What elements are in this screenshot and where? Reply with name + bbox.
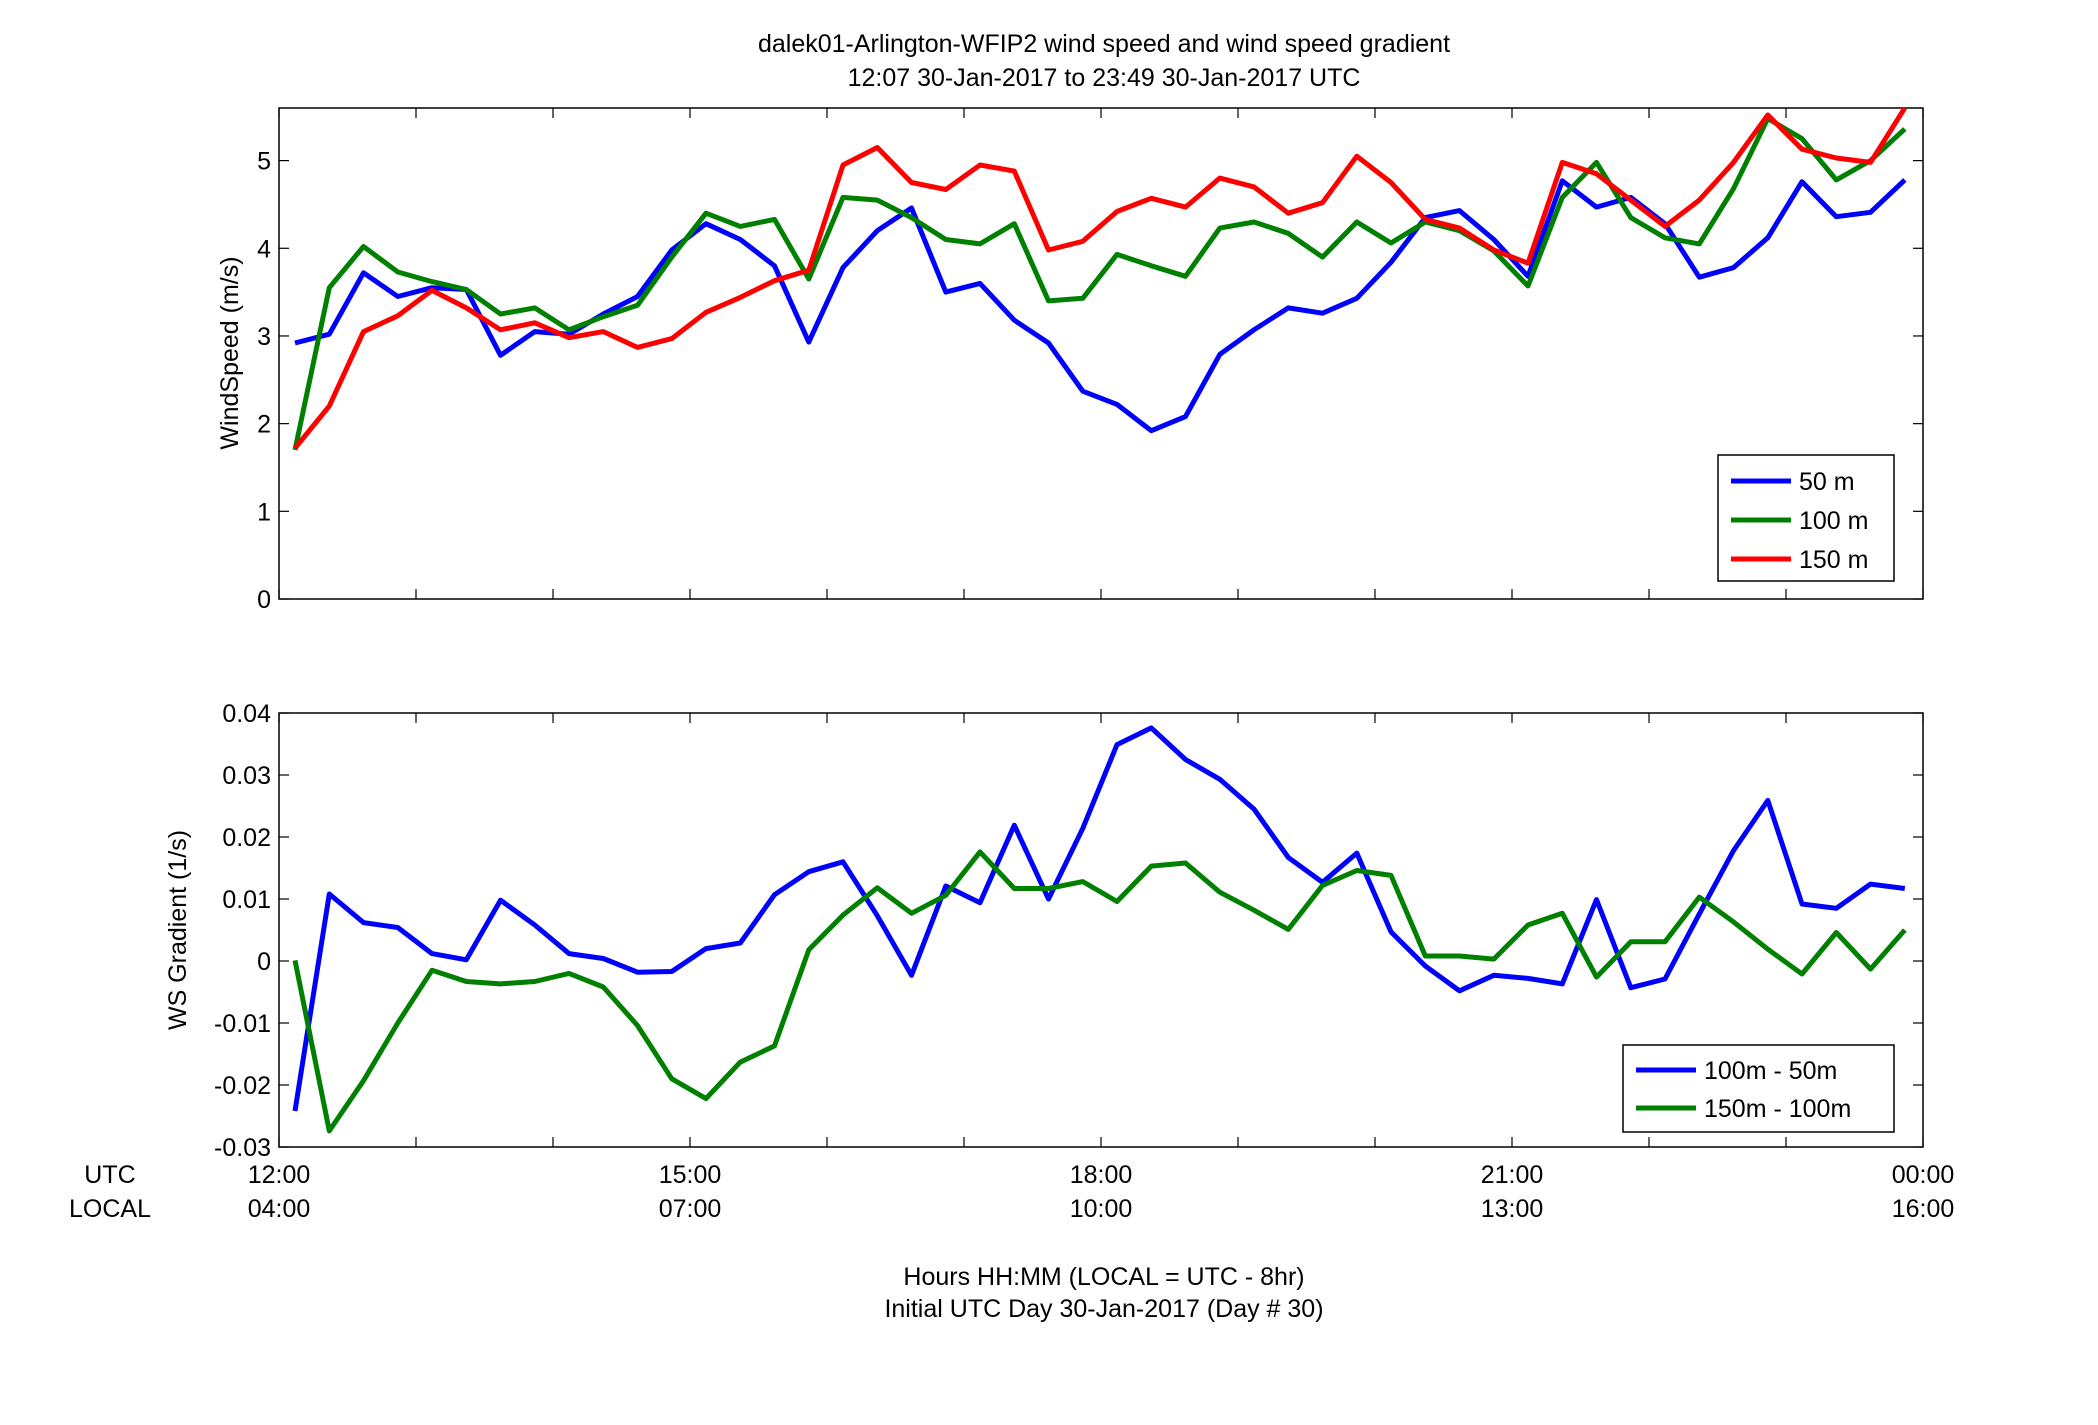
x-axis-label-line2: Initial UTC Day 30-Jan-2017 (Day # 30) — [884, 1295, 1323, 1323]
gradient-ytick-label: -0.01 — [214, 1010, 271, 1038]
x-tick-label-utc: 15:00 — [659, 1161, 722, 1189]
chart-title-line2: 12:07 30-Jan-2017 to 23:49 30-Jan-2017 U… — [848, 64, 1361, 92]
windspeed-ytick-label: 4 — [257, 235, 271, 263]
x-tick-label-utc: 00:00 — [1892, 1161, 1955, 1189]
gradient-series-line-1 — [292, 849, 1907, 1134]
gradient-ytick-label: 0 — [257, 948, 271, 976]
windspeed-plot: 0 1 2 3 4 5 WindSpeed (m/s) 50 m 100 m 150 m — [216, 106, 1924, 614]
gradient-ytick-label: 0.02 — [222, 824, 271, 852]
legend-label-150m-100m: 150m - 100m — [1704, 1095, 1851, 1123]
x-tick-label-local: 04:00 — [248, 1195, 311, 1223]
gradient-series-line-0 — [292, 725, 1906, 1112]
x-axis-label-line1: Hours HH:MM (LOCAL = UTC - 8hr) — [903, 1263, 1304, 1291]
x-tick-label-utc: 18:00 — [1070, 1161, 1133, 1189]
legend-label-150m: 150 m — [1799, 546, 1868, 574]
windspeed-ytick-label: 3 — [257, 323, 271, 351]
x-tick-label-local: 07:00 — [659, 1195, 722, 1223]
gradient-y-axis-label: WS Gradient (1/s) — [164, 830, 192, 1030]
gradient-ytick-label: 0.01 — [222, 886, 271, 914]
x-tick-label-local: 13:00 — [1481, 1195, 1544, 1223]
x-tick-label-local: 10:00 — [1070, 1195, 1133, 1223]
windspeed-y-axis-label: WindSpeed (m/s) — [216, 256, 244, 449]
gradient-series — [292, 725, 1907, 1134]
gradient-ytick-label: 0.03 — [222, 762, 271, 790]
windspeed-legend: 50 m 100 m 150 m — [1717, 454, 1895, 582]
chart-title-line1: dalek01-Arlington-WFIP2 wind speed and w… — [758, 30, 1450, 58]
legend-label-50m: 50 m — [1799, 468, 1855, 496]
x-tick-label-utc: 21:00 — [1481, 1161, 1544, 1189]
gradient-ytick-label: 0.04 — [222, 700, 271, 728]
gradient-plot: -0.03 -0.02 -0.01 0 0.01 0.02 0.03 0.04 WS Grad… — [164, 700, 1924, 1162]
gradient-ticks: -0.03 -0.02 -0.01 0 0.01 0.02 0.03 0.04 — [214, 700, 1924, 1162]
windspeed-series-line-1 — [292, 116, 1907, 451]
windspeed-series — [292, 106, 1907, 451]
windspeed-ytick-label: 2 — [257, 411, 271, 439]
gradient-legend: 100m - 50m 150m - 100m — [1622, 1044, 1895, 1133]
x-tick-labels: 12:00 04:00 15:00 07:00 18:00 10:00 21:00 13:00… — [248, 1161, 1955, 1223]
gradient-legend-box — [1622, 1044, 1895, 1133]
windspeed-ytick-label: 5 — [257, 148, 271, 176]
x-row-label-local: LOCAL — [69, 1195, 151, 1223]
windspeed-series-line-2 — [293, 106, 1907, 450]
gradient-ytick-label: -0.03 — [214, 1134, 271, 1162]
windspeed-ytick-label: 1 — [257, 498, 271, 526]
x-tick-label-utc: 12:00 — [248, 1161, 311, 1189]
legend-label-100m-50m: 100m - 50m — [1704, 1057, 1837, 1085]
x-tick-label-local: 16:00 — [1892, 1195, 1955, 1223]
gradient-ytick-label: -0.02 — [214, 1072, 271, 1100]
windspeed-plot-frame — [278, 107, 1924, 600]
x-row-label-utc: UTC — [84, 1161, 135, 1189]
windspeed-ytick-label: 0 — [257, 586, 271, 614]
legend-label-100m: 100 m — [1799, 507, 1868, 535]
windspeed-ticks: 0 1 2 3 4 5 — [257, 108, 1924, 614]
